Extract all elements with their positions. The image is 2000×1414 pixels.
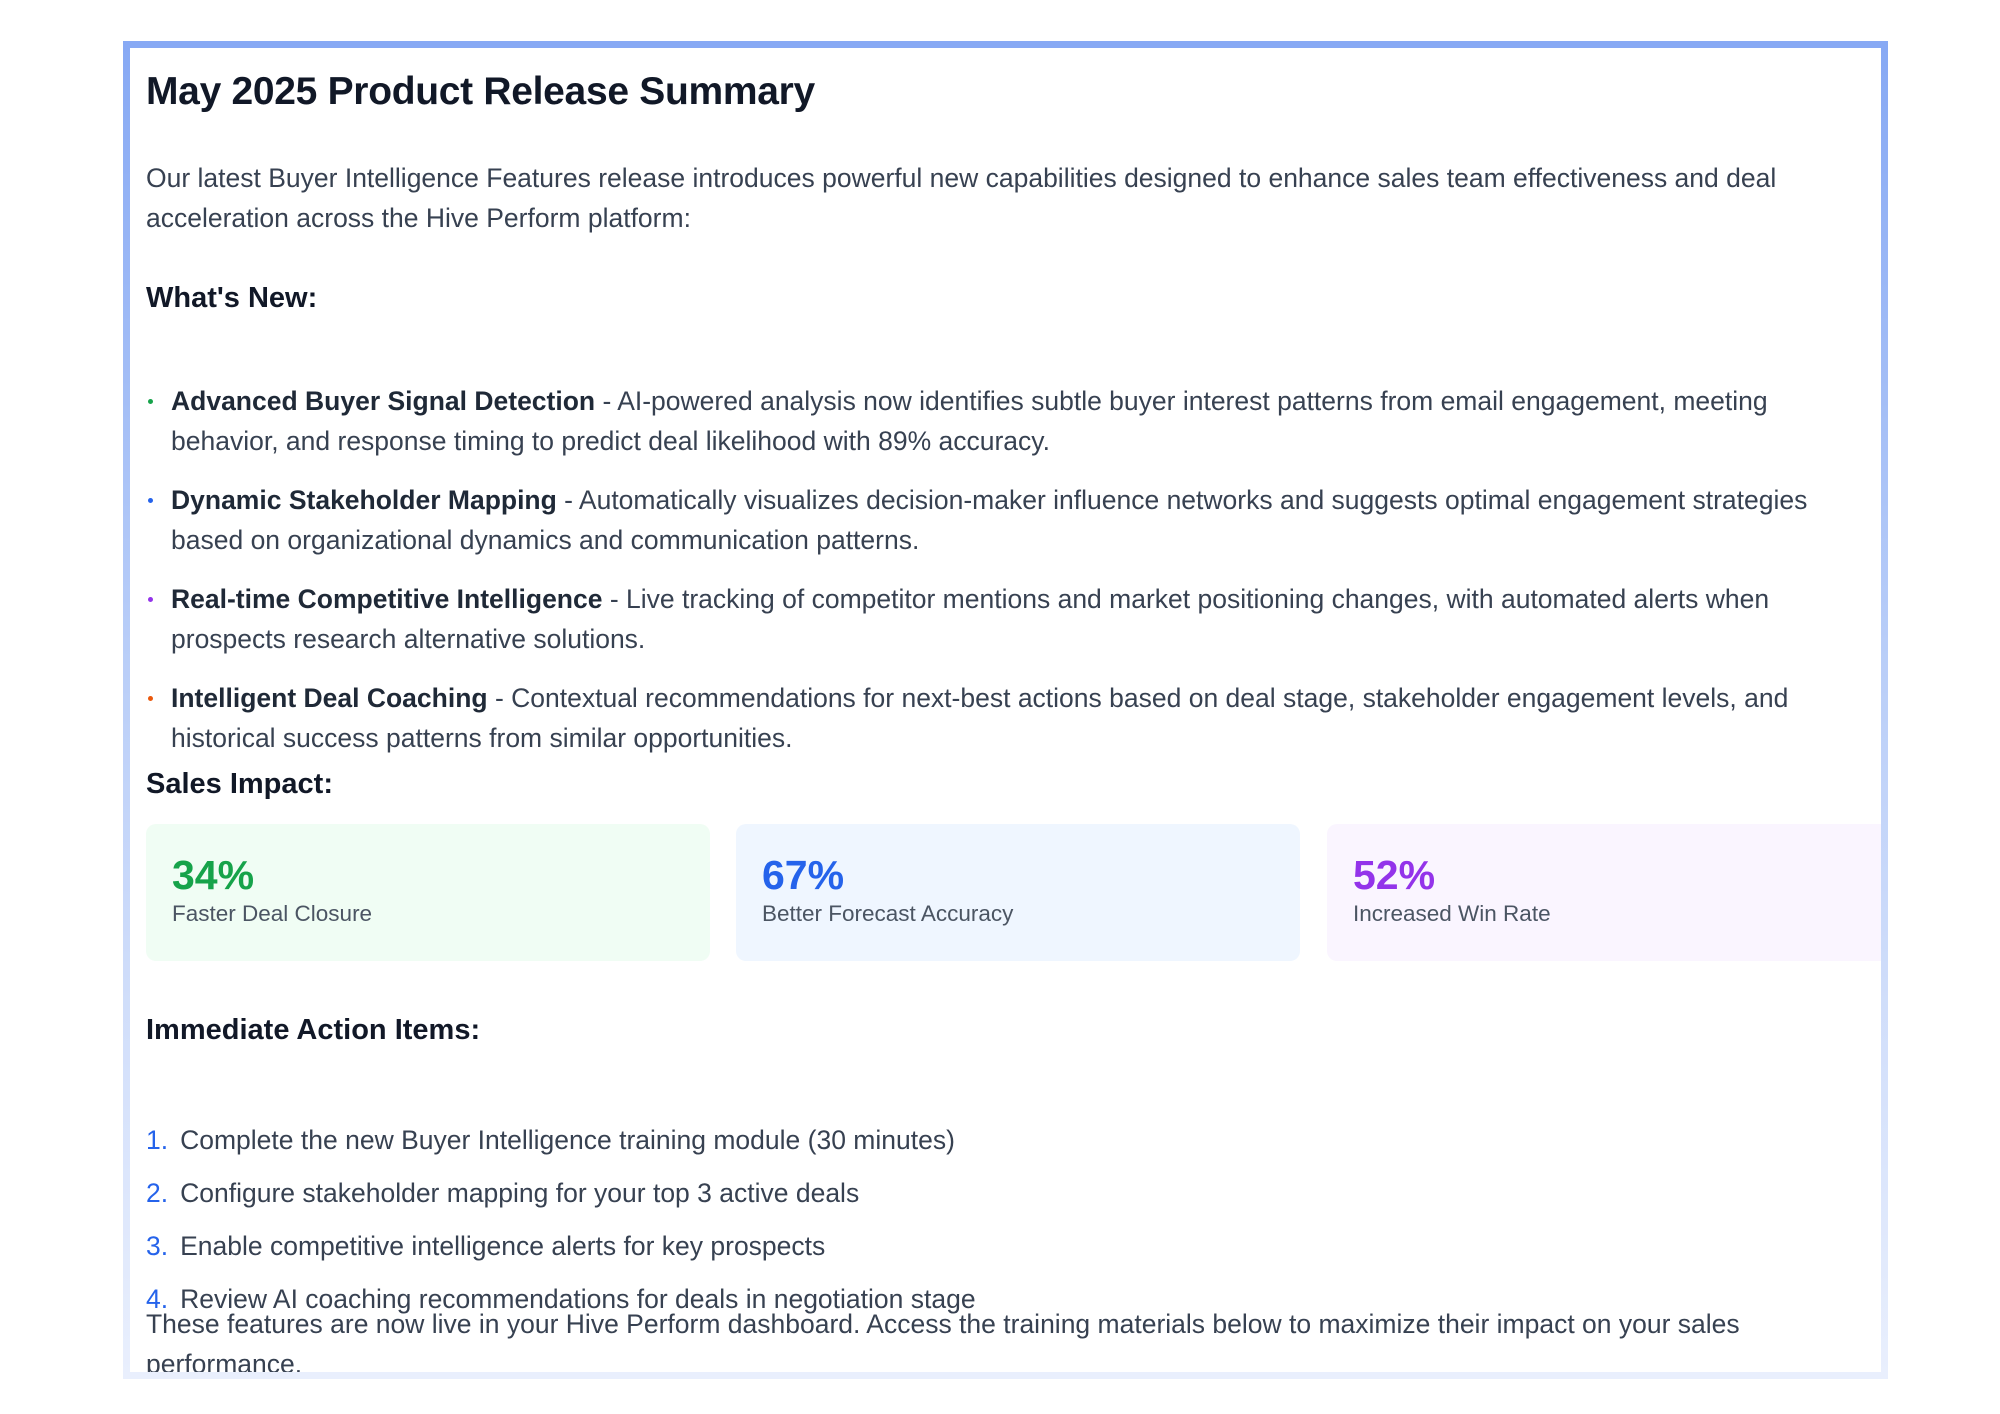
action-item: 4. Review AI coaching recommendations for…	[146, 1273, 976, 1326]
action-text: Configure stakeholder mapping for your t…	[180, 1178, 860, 1208]
feature-description: - AI-powered analysis now identifies sub…	[171, 386, 1768, 456]
bullet-dot-icon	[148, 696, 153, 701]
feature-item: Dynamic Stakeholder Mapping - Automatica…	[146, 480, 1881, 560]
feature-name: Dynamic Stakeholder Mapping	[171, 485, 557, 515]
features-list: Advanced Buyer Signal Detection - AI-pow…	[146, 381, 1881, 777]
feature-item: Advanced Buyer Signal Detection - AI-pow…	[146, 381, 1881, 461]
action-text: Review AI coaching recommendations for d…	[180, 1284, 976, 1314]
intro-paragraph: Our latest Buyer Intelligence Features r…	[146, 163, 1777, 233]
release-summary-card: May 2025 Product Release Summary Our lat…	[123, 41, 1888, 1379]
stat-card-win-rate: 52% Increased Win Rate	[1327, 824, 1881, 961]
feature-name: Advanced Buyer Signal Detection	[171, 386, 596, 416]
feature-description: - Contextual recommendations for next-be…	[171, 683, 1789, 753]
closing-paragraph: These features are now live in your Hive…	[146, 1309, 1740, 1379]
stat-value: 52%	[1353, 852, 1436, 898]
stat-label: Better Forecast Accuracy	[762, 901, 1014, 926]
feature-description: - Automatically visualizes decision-make…	[171, 485, 1808, 555]
action-text: Complete the new Buyer Intelligence trai…	[180, 1125, 955, 1155]
feature-name: Intelligent Deal Coaching	[171, 683, 488, 713]
page-title: May 2025 Product Release Summary	[146, 70, 815, 113]
bullet-dot-icon	[148, 597, 153, 602]
bullet-dot-icon	[148, 399, 153, 404]
sales-impact-heading: Sales Impact:	[146, 768, 333, 800]
action-item: 2. Configure stakeholder mapping for your…	[146, 1167, 976, 1220]
stats-row: 34% Faster Deal Closure 67% Better Forec…	[146, 824, 1881, 961]
action-items-heading: Immediate Action Items:	[146, 1014, 481, 1046]
action-items-list: 1. Complete the new Buyer Intelligence tr…	[146, 1114, 976, 1326]
stat-label: Increased Win Rate	[1353, 901, 1551, 926]
stat-label: Faster Deal Closure	[172, 901, 373, 926]
action-number: 4.	[146, 1284, 169, 1314]
stat-value: 67%	[762, 852, 845, 898]
action-number: 3.	[146, 1231, 169, 1261]
stat-card-deal-closure: 34% Faster Deal Closure	[146, 824, 710, 961]
action-item: 1. Complete the new Buyer Intelligence tr…	[146, 1114, 976, 1167]
bullet-dot-icon	[148, 498, 153, 503]
feature-item: Intelligent Deal Coaching - Contextual r…	[146, 678, 1881, 758]
feature-name: Real-time Competitive Intelligence	[171, 584, 603, 614]
action-text: Enable competitive intelligence alerts f…	[180, 1231, 826, 1261]
stat-value: 34%	[172, 852, 255, 898]
stat-card-forecast-accuracy: 67% Better Forecast Accuracy	[736, 824, 1300, 961]
whats-new-heading: What's New:	[146, 282, 318, 314]
feature-item: Real-time Competitive Intelligence - Liv…	[146, 579, 1881, 659]
action-number: 1.	[146, 1125, 169, 1155]
feature-description: - Live tracking of competitor mentions a…	[171, 584, 1770, 654]
action-number: 2.	[146, 1178, 169, 1208]
action-item: 3. Enable competitive intelligence alerts…	[146, 1220, 976, 1273]
